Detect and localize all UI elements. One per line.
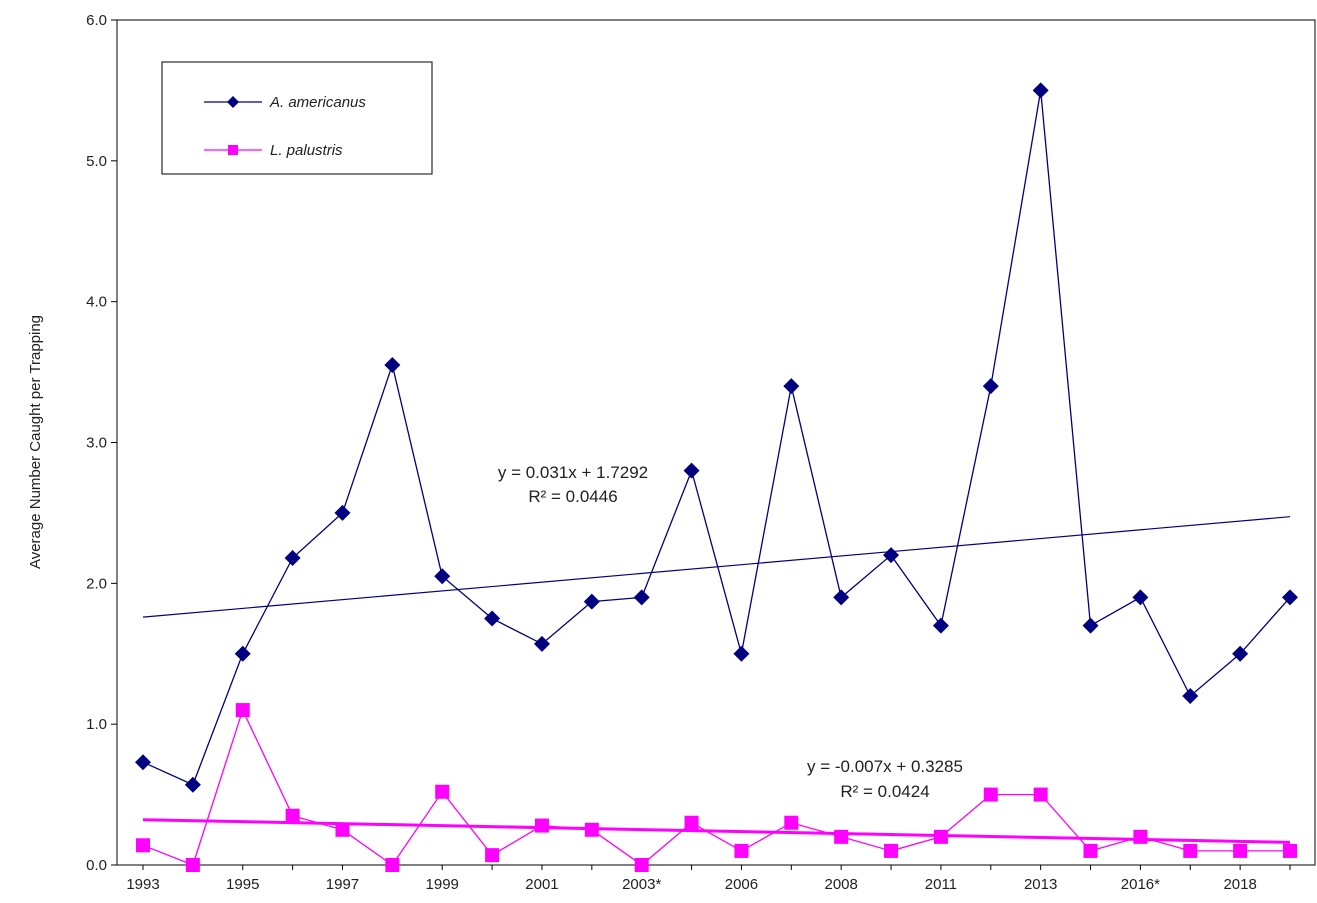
data-point-palustris xyxy=(1133,829,1148,844)
data-point-palustris xyxy=(784,815,799,830)
data-point-americanus xyxy=(135,754,151,771)
data-point-palustris xyxy=(136,838,150,853)
data-point-palustris xyxy=(634,858,649,872)
y-tick-label: 2.0 xyxy=(86,575,107,592)
x-tick-label: 2011 xyxy=(925,876,957,893)
data-point-palustris xyxy=(185,858,200,872)
data-point-americanus xyxy=(434,568,451,585)
data-point-americanus xyxy=(982,378,999,395)
data-point-palustris xyxy=(1183,843,1198,858)
legend-marker-palustris xyxy=(228,145,238,155)
data-point-americanus xyxy=(833,589,850,606)
y-tick-label: 5.0 xyxy=(86,153,107,170)
data-point-palustris xyxy=(285,808,300,823)
data-point-americanus xyxy=(1132,589,1149,606)
series-group xyxy=(135,82,1298,872)
data-point-americanus xyxy=(384,357,401,374)
x-tick-label: 2001 xyxy=(525,876,558,893)
data-point-palustris xyxy=(385,858,400,872)
legend-marker-americanus xyxy=(227,96,239,108)
data-point-palustris xyxy=(485,848,500,863)
legend-box xyxy=(161,61,433,175)
data-point-americanus xyxy=(1032,82,1049,99)
trendline-palustris xyxy=(142,818,1291,844)
x-tick-label: 2006 xyxy=(725,876,758,893)
data-point-americanus xyxy=(1282,589,1298,606)
legend-label-americanus: A. americanus xyxy=(269,94,366,111)
data-point-palustris xyxy=(1233,843,1248,858)
trend-equation-palustris: y = -0.007x + 0.3285 xyxy=(807,757,963,776)
y-axis-title: Average Number Caught per Trapping xyxy=(27,315,44,569)
x-tick-label: 1995 xyxy=(226,876,259,893)
data-point-palustris xyxy=(534,818,549,833)
data-point-americanus xyxy=(633,589,650,606)
data-point-americanus xyxy=(533,635,550,652)
x-tick-label: 2018 xyxy=(1223,876,1256,893)
data-point-americanus xyxy=(284,549,301,566)
data-point-americanus xyxy=(733,645,750,662)
data-point-palustris xyxy=(1033,787,1048,802)
x-axis: 1993 1995 1997 1999 2001 2003* 2006 2008 2011 201… xyxy=(126,865,1291,893)
x-tick-label: 2013 xyxy=(1024,876,1057,893)
legend-label-palustris: L. palustris xyxy=(270,142,343,159)
data-point-americanus xyxy=(932,617,949,634)
trendline-americanus xyxy=(142,516,1291,618)
y-tick-label: 3.0 xyxy=(86,435,107,452)
trend-equation-americanus: y = 0.031x + 1.7292 xyxy=(498,463,648,482)
y-tick-label: 4.0 xyxy=(86,294,107,311)
trendlines xyxy=(142,516,1291,844)
data-point-palustris xyxy=(335,822,350,837)
data-point-americanus xyxy=(783,378,800,395)
data-point-americanus xyxy=(334,504,351,521)
y-tick-label: 1.0 xyxy=(86,716,107,733)
data-point-americanus xyxy=(883,547,900,564)
y-tick-label: 6.0 xyxy=(86,12,107,29)
data-point-palustris xyxy=(983,787,998,802)
data-point-palustris xyxy=(834,829,849,844)
data-point-palustris xyxy=(435,784,450,799)
data-point-americanus xyxy=(484,610,501,627)
data-point-palustris xyxy=(734,843,749,858)
data-point-americanus xyxy=(1082,617,1099,634)
data-point-palustris xyxy=(684,815,699,830)
trend-r2-americanus: R² = 0.0446 xyxy=(528,487,617,506)
data-point-palustris xyxy=(584,822,599,837)
data-point-americanus xyxy=(184,776,201,793)
x-tick-label: 2016* xyxy=(1121,876,1160,893)
data-point-palustris xyxy=(1083,843,1098,858)
data-point-palustris xyxy=(1283,843,1297,858)
data-point-palustris xyxy=(884,843,899,858)
data-point-palustris xyxy=(933,829,948,844)
series-line-palustris xyxy=(142,708,1290,866)
trend-r2-palustris: R² = 0.0424 xyxy=(840,782,929,801)
data-point-americanus xyxy=(234,645,251,662)
data-point-americanus xyxy=(1182,688,1199,704)
data-point-americanus xyxy=(1232,645,1249,662)
legend: A. americanus L. palustris xyxy=(161,61,433,175)
y-tick-label: 0.0 xyxy=(86,857,107,874)
x-tick-label: 1997 xyxy=(326,876,359,893)
y-axis: 0.0 1.0 2.0 3.0 4.0 5.0 6.0 xyxy=(86,12,117,874)
x-tick-label: 2008 xyxy=(824,876,857,893)
x-tick-label: 1993 xyxy=(126,876,159,893)
data-point-americanus xyxy=(583,593,600,610)
data-point-americanus xyxy=(683,462,700,479)
x-tick-label: 1999 xyxy=(426,876,459,893)
series-line-americanus xyxy=(142,90,1291,786)
x-tick-label: 2003* xyxy=(622,876,661,893)
data-point-palustris xyxy=(235,703,250,718)
